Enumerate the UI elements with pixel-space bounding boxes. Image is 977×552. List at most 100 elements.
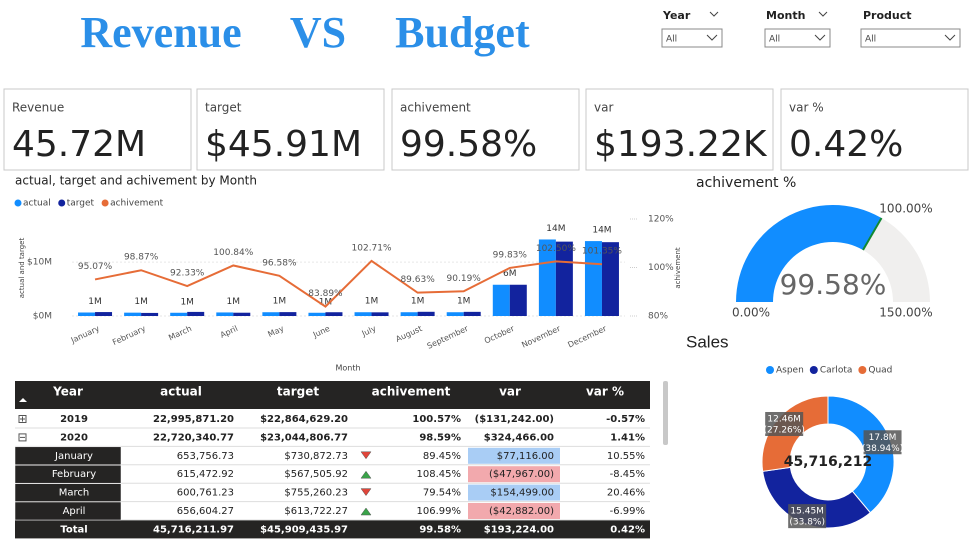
legend-swatch	[858, 366, 867, 374]
legend-swatch	[14, 199, 22, 207]
filter-chevron	[944, 34, 956, 41]
table-cell: 98.59%	[419, 432, 461, 443]
table-cell: $613,722.27	[284, 506, 348, 517]
table-cell: 22,995,871.20	[153, 414, 234, 425]
bar-data-label: 6M	[503, 269, 517, 279]
y2-tick-label: 120%	[648, 215, 674, 225]
kpi-label: target	[205, 101, 242, 115]
row-header-cell	[14, 501, 122, 521]
table-cell: -0.57%	[606, 414, 645, 425]
expand-toggle	[18, 433, 27, 442]
y2-axis-label: achivement	[674, 247, 682, 289]
bar	[262, 312, 280, 316]
bar	[584, 241, 602, 316]
bar-data-label: 14M	[546, 224, 565, 234]
donut-center-label: 45,716,212	[784, 454, 873, 470]
bar-data-label: 1M	[180, 297, 194, 307]
line-data-label: 83.89%	[308, 289, 343, 299]
table-cell: 20.46%	[607, 488, 645, 499]
var-highlight	[468, 503, 560, 519]
table-cell: $23,044,806.77	[260, 432, 348, 443]
donut-percent-label: (27.26%)	[764, 425, 805, 435]
kpi-card	[780, 88, 969, 171]
filter-value: All	[666, 35, 677, 45]
kpi-label: Revenue	[12, 101, 64, 115]
column-header: var %	[586, 385, 624, 399]
donut-data-label: 17.8M	[869, 433, 897, 443]
y-axis-label: actual and target	[18, 238, 26, 299]
table-cell: 2020	[60, 432, 88, 443]
donut-data-label: 12.46M	[767, 414, 801, 424]
x-tick-label: October	[483, 324, 516, 346]
donut-percent-label: (38.94%)	[862, 444, 903, 454]
chart-title: achivement %	[696, 175, 796, 191]
table-cell: 79.54%	[423, 488, 461, 499]
gauge-max-label: 150.00%	[879, 306, 932, 320]
y2-tick-label: 100%	[648, 263, 674, 273]
bar-data-label: 1M	[88, 297, 102, 307]
chart-title: Sales	[686, 332, 729, 351]
bar	[446, 312, 464, 316]
line-data-label: 100.84%	[213, 248, 253, 258]
line-data-label: 99.83%	[493, 250, 528, 260]
column-header: Year	[52, 385, 83, 399]
filter-dropdown[interactable]	[860, 28, 961, 48]
x-tick-label: December	[566, 324, 608, 350]
x-tick-label: May	[266, 324, 285, 339]
kpi-card	[3, 88, 192, 171]
kpi-value: 45.72M	[12, 124, 146, 165]
bar	[400, 312, 418, 316]
table-cell: 106.99%	[417, 506, 462, 517]
table-cell: 615,472.92	[177, 469, 234, 480]
legend-label: Carlota	[820, 366, 853, 376]
kpi-card	[196, 88, 385, 171]
table-cell: 10.55%	[607, 451, 645, 462]
scrollbar[interactable]	[663, 381, 668, 445]
x-tick-label: January	[69, 324, 101, 346]
table-cell: ($42,882.00)	[489, 506, 554, 517]
filter-dropdown[interactable]	[661, 28, 723, 48]
legend-label: Quad	[868, 366, 892, 376]
bar	[308, 312, 326, 316]
table-header	[15, 381, 650, 409]
x-tick-label: March	[167, 324, 193, 342]
bar	[141, 312, 159, 316]
table-cell: 1.41%	[610, 432, 645, 443]
x-tick-label: July	[360, 324, 378, 339]
table-cell: 653,756.73	[177, 451, 234, 462]
x-tick-label: February	[111, 324, 147, 347]
trend-icon	[360, 488, 372, 497]
table-cell: ($47,967.00)	[489, 469, 554, 480]
legend-swatch	[58, 199, 66, 207]
table-cell: $324,466.00	[484, 432, 554, 443]
kpi-label: var %	[789, 101, 824, 115]
line-data-label: 90.19%	[447, 274, 482, 284]
bar-data-label: 1M	[227, 297, 241, 307]
filter-dropdown[interactable]	[764, 28, 831, 48]
table-cell: 656,604.27	[177, 506, 234, 517]
x-tick-label: November	[520, 324, 562, 350]
x-tick-label: September	[426, 324, 471, 351]
kpi-value: 99.58%	[400, 124, 537, 165]
kpi-value: $45.91M	[205, 124, 362, 165]
bar	[354, 312, 372, 316]
x-axis-label: Month	[335, 364, 360, 373]
legend-swatch	[766, 366, 774, 374]
gauge-min-label: 0.00%	[732, 306, 770, 320]
bar-data-label: 1M	[365, 297, 379, 307]
line-data-label: 89.63%	[400, 275, 435, 285]
dashboard-title: Revenue VS Budget	[80, 8, 530, 57]
table-cell: January	[54, 451, 93, 462]
x-tick-label: August	[394, 324, 423, 344]
y2-tick-label: 80%	[648, 312, 668, 322]
data-label-box	[788, 504, 827, 529]
table-cell: 600,761.23	[177, 488, 234, 499]
filter-label: Year	[662, 9, 691, 22]
kpi-value: $193.22K	[594, 124, 768, 165]
total-row	[15, 520, 650, 539]
y-tick-label: $10M	[27, 258, 52, 268]
x-tick-label: April	[219, 324, 239, 340]
gauge-target-label: 100.00%	[879, 202, 932, 216]
table-cell: $193,224.00	[484, 524, 554, 535]
bar-data-label: 1M	[319, 297, 333, 307]
